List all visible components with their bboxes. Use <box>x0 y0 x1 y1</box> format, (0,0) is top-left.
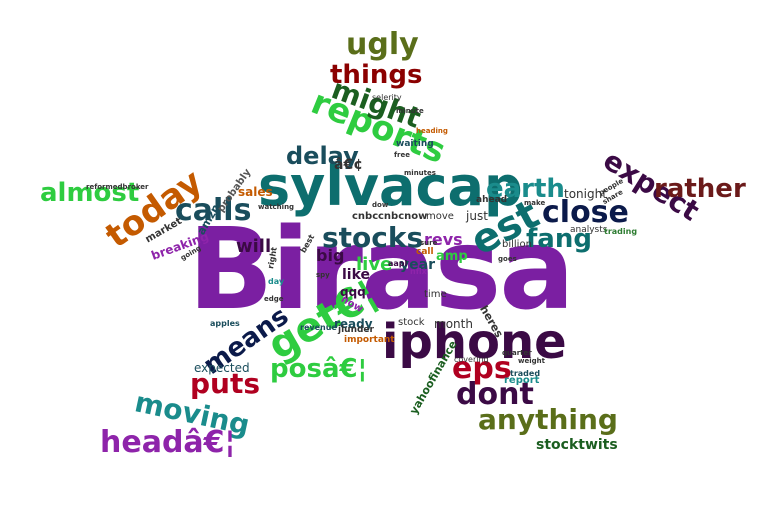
word-stock: stock <box>398 317 425 328</box>
word-puts: puts <box>190 367 261 400</box>
word-free: free <box>394 151 410 159</box>
word-traded: traded <box>510 369 541 378</box>
word-delay: delay <box>286 142 359 170</box>
word-big: big <box>316 246 345 265</box>
word-revenue: revenue <box>300 323 337 332</box>
word-close: close <box>542 195 629 230</box>
word-minute: minute <box>396 107 424 115</box>
word-quarter: quarter <box>502 349 532 357</box>
word-minutes: minutes <box>404 169 436 177</box>
word-waiting: waiting <box>396 139 434 149</box>
word-analysts: analysts <box>570 225 608 235</box>
word-time: time <box>424 289 447 300</box>
word-year: year <box>400 257 435 273</box>
word-goes: goes <box>498 255 517 263</box>
word-sure: sure <box>420 239 438 247</box>
word-revs: revs <box>424 230 463 249</box>
word-live: live <box>356 254 393 275</box>
word-reformedbroker: reformedbroker <box>86 183 149 191</box>
word-stocks: stocks <box>322 221 424 254</box>
word-iphone: iphone <box>382 314 567 370</box>
word-trading: trading <box>604 227 638 236</box>
word-calls: calls <box>175 193 252 228</box>
word-heading: heading <box>416 127 448 135</box>
word-qqq: qqq <box>340 285 366 299</box>
word-bullet: â€¢ <box>334 157 363 173</box>
word-nflx: nflx <box>410 267 427 276</box>
word-pos: posâ€¦ <box>270 354 368 384</box>
word-sales: sales <box>238 185 273 199</box>
word-apples: apples <box>210 319 240 328</box>
word-birasa: Birasa <box>188 205 575 335</box>
word-head: headâ€¦ <box>100 425 236 460</box>
word-dont: dont <box>456 377 534 412</box>
word-eps: eps <box>452 351 512 386</box>
word-important: important <box>344 335 395 345</box>
word-day: day <box>268 277 285 286</box>
word-selerity: selerity <box>372 93 402 102</box>
word-move: move <box>426 211 454 222</box>
word-fang: fang <box>526 224 592 254</box>
word-things: things <box>330 60 423 90</box>
word-make: make <box>524 199 546 207</box>
word-cnbcnow: cnbcnow <box>378 211 428 222</box>
word-weight: weight <box>518 357 545 365</box>
word-rather: rather <box>654 174 746 204</box>
word-ready: ready <box>334 317 373 331</box>
word-dow: dow <box>372 201 389 209</box>
word-call: call <box>416 247 434 257</box>
word-tonight: tonight <box>564 187 607 201</box>
word-covering: covering <box>454 355 489 364</box>
word-sylvacap: sylvacap <box>258 155 523 218</box>
word-expected: expected <box>194 361 250 375</box>
word-month: month <box>434 317 473 331</box>
word-like: like <box>342 267 371 283</box>
word-spy: spy <box>316 271 330 279</box>
word-jlunder: jlunder <box>338 325 374 335</box>
word-watching: watching <box>258 203 295 211</box>
word-billion: billion <box>502 239 532 250</box>
word-ugly: ugly <box>346 27 419 62</box>
word-earth: earth <box>486 174 565 204</box>
word-just: just <box>466 209 488 223</box>
word-aapl: aapl <box>388 259 408 268</box>
word-almost: almost <box>40 178 140 208</box>
word-edge: edge <box>264 295 284 303</box>
word-ahead: ahead <box>476 195 508 205</box>
word-cnbc: cnbc <box>352 211 379 222</box>
word-anything: anything <box>478 403 618 436</box>
word-stocktwits: stocktwits <box>536 437 618 453</box>
word-amp: amp <box>436 249 468 264</box>
word-report: report <box>504 375 540 386</box>
word-will: will <box>236 236 272 257</box>
